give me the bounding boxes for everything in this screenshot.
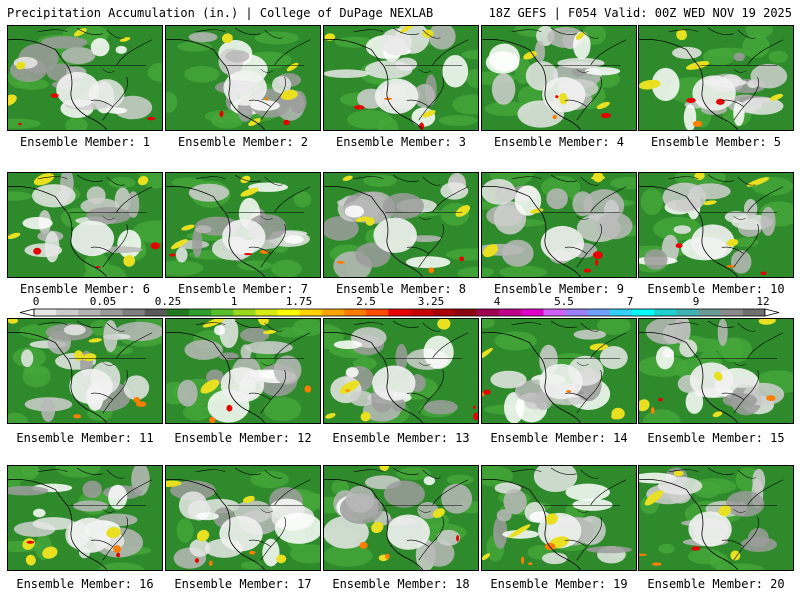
ensemble-member-label: Ensemble Member: 5 bbox=[650, 135, 782, 149]
colorbar-swatch bbox=[277, 309, 301, 316]
precip-colorbar bbox=[19, 308, 780, 317]
colorbar-swatch bbox=[499, 309, 522, 316]
colorbar-swatch bbox=[233, 309, 256, 316]
ensemble-member-map bbox=[323, 318, 479, 424]
ensemble-member-label: Ensemble Member: 11 bbox=[16, 431, 154, 445]
ensemble-member-map bbox=[7, 25, 163, 131]
ensemble-member-label: Ensemble Member: 9 bbox=[493, 282, 625, 296]
ensemble-member-map bbox=[481, 172, 637, 278]
colorbar-tick-label: 1.75 bbox=[285, 295, 313, 308]
ensemble-member-map bbox=[165, 172, 321, 278]
colorbar-tick-label: 12 bbox=[756, 295, 770, 308]
colorbar-swatch bbox=[366, 309, 389, 316]
colorbar-tick-label: 1 bbox=[230, 295, 238, 308]
colorbar-swatch bbox=[189, 309, 212, 316]
ensemble-member-map bbox=[7, 465, 163, 571]
ensemble-member-label: Ensemble Member: 12 bbox=[174, 431, 312, 445]
colorbar-tick-label: 0 bbox=[32, 295, 40, 308]
colorbar-swatch bbox=[321, 309, 345, 316]
ensemble-member-map bbox=[7, 318, 163, 424]
colorbar-swatch bbox=[698, 309, 722, 316]
colorbar-swatch bbox=[100, 309, 123, 316]
colorbar-swatch bbox=[388, 309, 411, 316]
ensemble-member-label: Ensemble Member: 15 bbox=[647, 431, 785, 445]
ensemble-member-map bbox=[638, 318, 794, 424]
ensemble-member-map bbox=[165, 465, 321, 571]
ensemble-member-map bbox=[165, 318, 321, 424]
ensemble-member-map bbox=[638, 25, 794, 131]
colorbar-swatch bbox=[144, 309, 168, 316]
colorbar-tick-label: 0.05 bbox=[89, 295, 117, 308]
colorbar-swatch bbox=[720, 309, 744, 316]
colorbar-left-arrow bbox=[19, 308, 35, 317]
colorbar-tick-label: 0.25 bbox=[154, 295, 182, 308]
colorbar-tick-label: 9 bbox=[692, 295, 700, 308]
ensemble-member-label: Ensemble Member: 19 bbox=[490, 577, 628, 591]
colorbar-swatch bbox=[432, 309, 456, 316]
colorbar-tick-label: 4 bbox=[493, 295, 501, 308]
ensemble-member-map bbox=[7, 172, 163, 278]
product-title: Precipitation Accumulation (in.) | Colle… bbox=[7, 6, 434, 20]
ensemble-member-map bbox=[323, 465, 479, 571]
ensemble-member-label: Ensemble Member: 4 bbox=[493, 135, 625, 149]
ensemble-member-label: Ensemble Member: 1 bbox=[19, 135, 151, 149]
ensemble-member-label: Ensemble Member: 20 bbox=[647, 577, 785, 591]
colorbar-tick-label: 3.25 bbox=[417, 295, 445, 308]
colorbar-swatch bbox=[676, 309, 699, 316]
colorbar-tick-label: 2.5 bbox=[356, 295, 376, 308]
colorbar-tick-label: 5.5 bbox=[554, 295, 574, 308]
ensemble-member-label: Ensemble Member: 10 bbox=[647, 282, 785, 296]
ensemble-member-label: Ensemble Member: 3 bbox=[335, 135, 467, 149]
colorbar-swatch bbox=[78, 309, 101, 316]
colorbar-swatch bbox=[565, 309, 589, 316]
colorbar-swatch bbox=[477, 309, 500, 316]
colorbar-swatch bbox=[299, 309, 323, 316]
ensemble-member-label: Ensemble Member: 7 bbox=[177, 282, 309, 296]
colorbar-swatch bbox=[122, 309, 146, 316]
ensemble-member-map bbox=[638, 172, 794, 278]
colorbar-swatch bbox=[632, 309, 655, 316]
colorbar-swatch bbox=[166, 309, 190, 316]
colorbar-swatch bbox=[211, 309, 234, 316]
ensemble-member-label: Ensemble Member: 18 bbox=[332, 577, 470, 591]
colorbar-swatch bbox=[587, 309, 611, 316]
ensemble-member-label: Ensemble Member: 16 bbox=[16, 577, 154, 591]
colorbar-right-arrow bbox=[764, 308, 780, 317]
ensemble-member-label: Ensemble Member: 6 bbox=[19, 282, 151, 296]
ensemble-member-map bbox=[481, 465, 637, 571]
ensemble-member-map bbox=[323, 172, 479, 278]
model-run-valid-time: 18Z GEFS | F054 Valid: 00Z WED NOV 19 20… bbox=[488, 6, 792, 20]
colorbar-swatch bbox=[654, 309, 677, 316]
colorbar-swatch bbox=[454, 309, 478, 316]
ensemble-member-map bbox=[323, 25, 479, 131]
colorbar-swatch bbox=[609, 309, 633, 316]
ensemble-member-label: Ensemble Member: 8 bbox=[335, 282, 467, 296]
colorbar-swatch bbox=[34, 309, 57, 316]
ensemble-member-label: Ensemble Member: 13 bbox=[332, 431, 470, 445]
colorbar-swatch bbox=[543, 309, 567, 316]
colorbar-swatch bbox=[742, 309, 766, 316]
colorbar-swatch bbox=[344, 309, 367, 316]
colorbar-swatch bbox=[521, 309, 544, 316]
colorbar-tick-label: 7 bbox=[626, 295, 634, 308]
colorbar-swatch bbox=[255, 309, 279, 316]
ensemble-member-map bbox=[165, 25, 321, 131]
ensemble-member-map bbox=[638, 465, 794, 571]
colorbar-swatch bbox=[410, 309, 434, 316]
ensemble-member-label: Ensemble Member: 14 bbox=[490, 431, 628, 445]
ensemble-member-map bbox=[481, 25, 637, 131]
colorbar-swatch bbox=[56, 309, 79, 316]
ensemble-member-map bbox=[481, 318, 637, 424]
ensemble-member-label: Ensemble Member: 2 bbox=[177, 135, 309, 149]
ensemble-member-label: Ensemble Member: 17 bbox=[174, 577, 312, 591]
